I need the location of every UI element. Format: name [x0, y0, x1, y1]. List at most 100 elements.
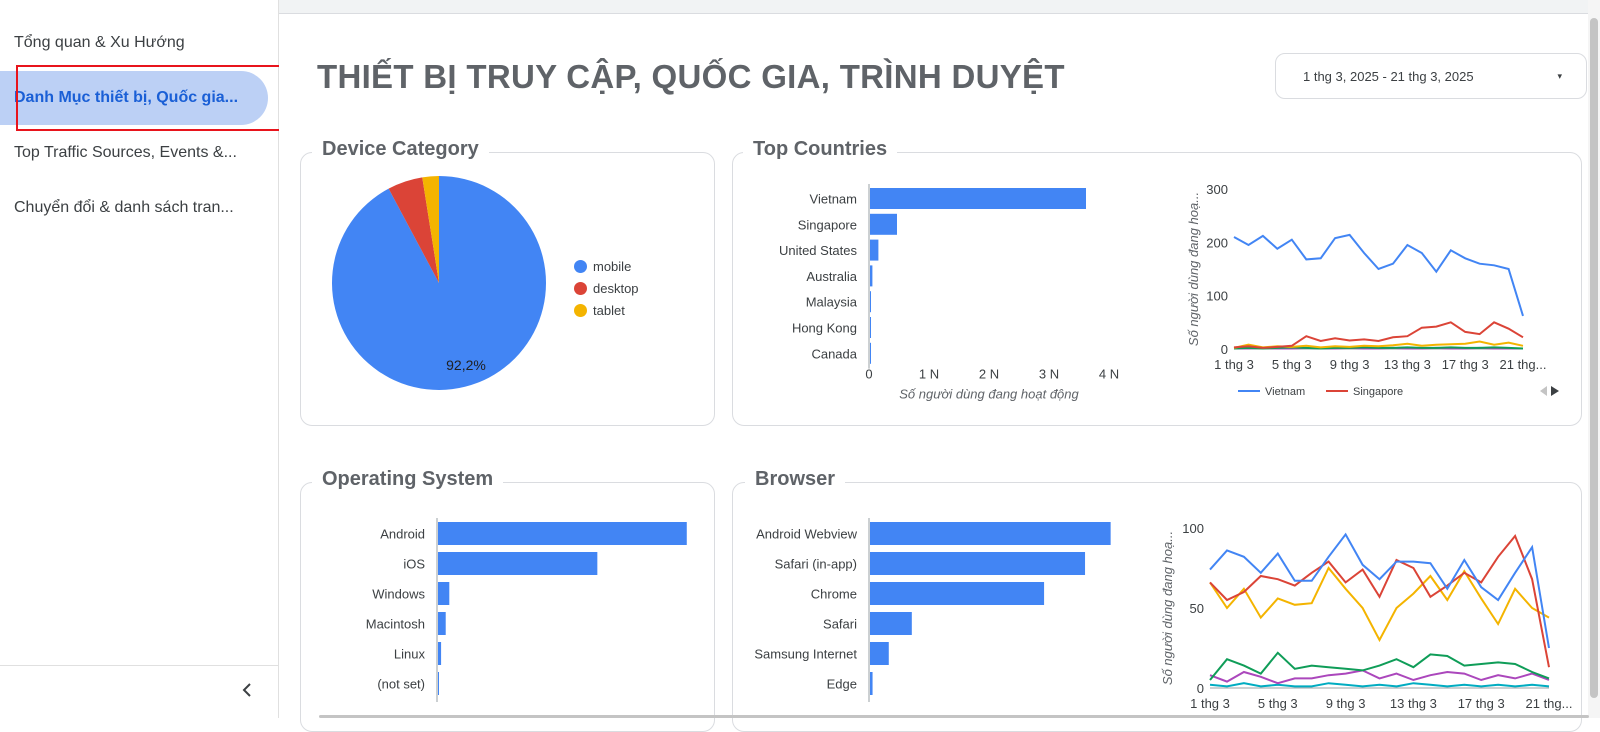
date-range-picker[interactable]: 1 thg 3, 2025 - 21 thg 3, 2025 ▾ [1275, 53, 1587, 99]
x-tick-label: 9 thg 3 [1326, 696, 1366, 711]
bar [870, 317, 871, 338]
y-tick-label: 50 [1190, 601, 1204, 616]
category-label: Vietnam [810, 192, 857, 207]
bar [438, 672, 439, 695]
y-tick-label: 100 [1182, 521, 1204, 536]
chevron-left-icon[interactable] [236, 679, 258, 701]
legend-item-mobile[interactable]: mobile [574, 259, 631, 274]
series-line [1233, 346, 1524, 350]
page-title: THIẾT BỊ TRUY CẬP, QUỐC GIA, TRÌNH DUYỆT [317, 58, 1065, 95]
series-line [1209, 669, 1550, 685]
x-tick-label: 1 thg 3 [1214, 357, 1254, 372]
x-tick-label: 9 thg 3 [1330, 357, 1370, 372]
device-category-pie: 92,2% [332, 176, 546, 390]
x-tick-label: 5 thg 3 [1272, 357, 1312, 372]
x-tick-label: 3 N [1039, 367, 1059, 382]
sidebar-item-label: Danh Mục thiết bị, Quốc gia... [14, 89, 239, 106]
bar [870, 672, 873, 695]
legend-prev-icon [1540, 386, 1547, 396]
scrollbar-thumb[interactable] [1590, 18, 1598, 698]
bar [870, 612, 912, 635]
y-axis-label: Số người dùng đang hoạ... [1160, 531, 1175, 685]
legend-item-tablet[interactable]: tablet [574, 303, 625, 318]
bar [438, 612, 446, 635]
category-label: Windows [372, 587, 425, 602]
bar [438, 522, 687, 545]
series-line [1233, 321, 1524, 349]
category-label: Safari (in-app) [775, 557, 857, 572]
category-label: United States [779, 243, 858, 258]
toolbar-strip [279, 0, 1600, 14]
sidebar-item-conversions[interactable]: Chuyển đổi & danh sách tran... [0, 181, 268, 235]
sidebar-item-label: Chuyển đổi & danh sách tran... [14, 199, 234, 216]
bar [870, 342, 871, 364]
category-label: Macintosh [366, 617, 425, 632]
sidebar-item-devices[interactable]: Danh Mục thiết bị, Quốc gia... [0, 71, 268, 125]
vertical-scrollbar[interactable] [1588, 0, 1600, 718]
operating-system-bar-chart: Android iOS Windows Macintosh Linux (not set)… [366, 518, 687, 702]
bar [870, 582, 1045, 605]
bar [438, 552, 598, 575]
x-tick-label: 21 thg... [1526, 696, 1573, 711]
category-label: Canada [811, 346, 857, 361]
legend-label: Singapore [1353, 386, 1403, 398]
sidebar: Tổng quan & Xu Hướng Danh Mục thiết bị, … [0, 0, 279, 718]
bar [870, 642, 889, 665]
bar [438, 642, 442, 665]
category-label: Chrome [811, 587, 857, 602]
series-line [1209, 534, 1550, 668]
legend-label: desktop [593, 281, 639, 296]
sidebar-item-label: Tổng quan & Xu Hướng [14, 34, 185, 51]
x-tick-label: 2 N [979, 367, 999, 382]
series-line [1209, 532, 1550, 649]
operating-system-title: Operating System [312, 468, 504, 491]
horizontal-scrollbar[interactable] [319, 715, 1589, 718]
category-label: Linux [394, 647, 426, 662]
browser-trend-line-chart: Số người dùng đang hoạ... 0 50 100 1 thg 3 5 … [1160, 521, 1573, 711]
sidebar-item-label: Top Traffic Sources, Events &... [14, 144, 237, 161]
x-tick-label: 17 thg 3 [1458, 696, 1505, 711]
category-label: Android Webview [756, 527, 858, 542]
x-tick-label: 1 thg 3 [1190, 696, 1230, 711]
browser-bar-chart: Android Webview Safari (in-app) Chrome Safa… [754, 518, 1111, 702]
sidebar-item-traffic-sources[interactable]: Top Traffic Sources, Events &... [0, 126, 268, 180]
x-axis-label: Số người dùng đang hoạt động [899, 387, 1079, 402]
device-category-title: Device Category [312, 138, 489, 161]
category-label: Android [380, 527, 425, 542]
legend-dot-desktop [574, 282, 587, 295]
y-tick-label: 0 [1221, 342, 1228, 357]
y-tick-label: 200 [1206, 235, 1228, 250]
countries-trend-line-chart: Số người dùng đang hoạ... 0 100 200 300 1 thg… [1186, 182, 1559, 398]
series-line [1233, 233, 1524, 317]
bar [870, 291, 871, 313]
category-label: Malaysia [806, 295, 858, 310]
y-tick-label: 300 [1206, 182, 1228, 197]
y-axis-label: Số người dùng đang hoạ... [1186, 192, 1201, 346]
bar [870, 188, 1086, 209]
category-label: Safari [823, 617, 857, 632]
top-countries-title: Top Countries [743, 138, 898, 161]
bar [870, 265, 873, 287]
legend-dot-tablet [574, 304, 587, 317]
category-label: Singapore [798, 217, 857, 232]
series-line [1209, 651, 1550, 681]
bar [870, 239, 879, 261]
category-label: iOS [403, 557, 425, 572]
legend-label: mobile [593, 259, 632, 274]
date-range-label: 1 thg 3, 2025 - 21 thg 3, 2025 [1303, 68, 1474, 84]
sidebar-item-overview[interactable]: Tổng quan & Xu Hướng [0, 16, 268, 70]
y-tick-label: 100 [1206, 289, 1228, 304]
legend-label: tablet [593, 303, 625, 318]
pie-slice-tablet [422, 176, 439, 283]
bar [870, 522, 1111, 545]
top-countries-bar-chart: Vietnam Singapore United States Australia Ma… [779, 184, 1119, 402]
bar [438, 582, 450, 605]
y-tick-label: 0 [1197, 681, 1204, 696]
x-tick-label: 0 [865, 367, 872, 382]
browser-title: Browser [745, 468, 846, 491]
x-tick-label: 13 thg 3 [1390, 696, 1437, 711]
caret-down-icon: ▾ [1557, 71, 1562, 81]
legend-item-desktop[interactable]: desktop [574, 281, 639, 296]
legend-label: Vietnam [1265, 386, 1305, 398]
category-label: Australia [806, 269, 857, 284]
